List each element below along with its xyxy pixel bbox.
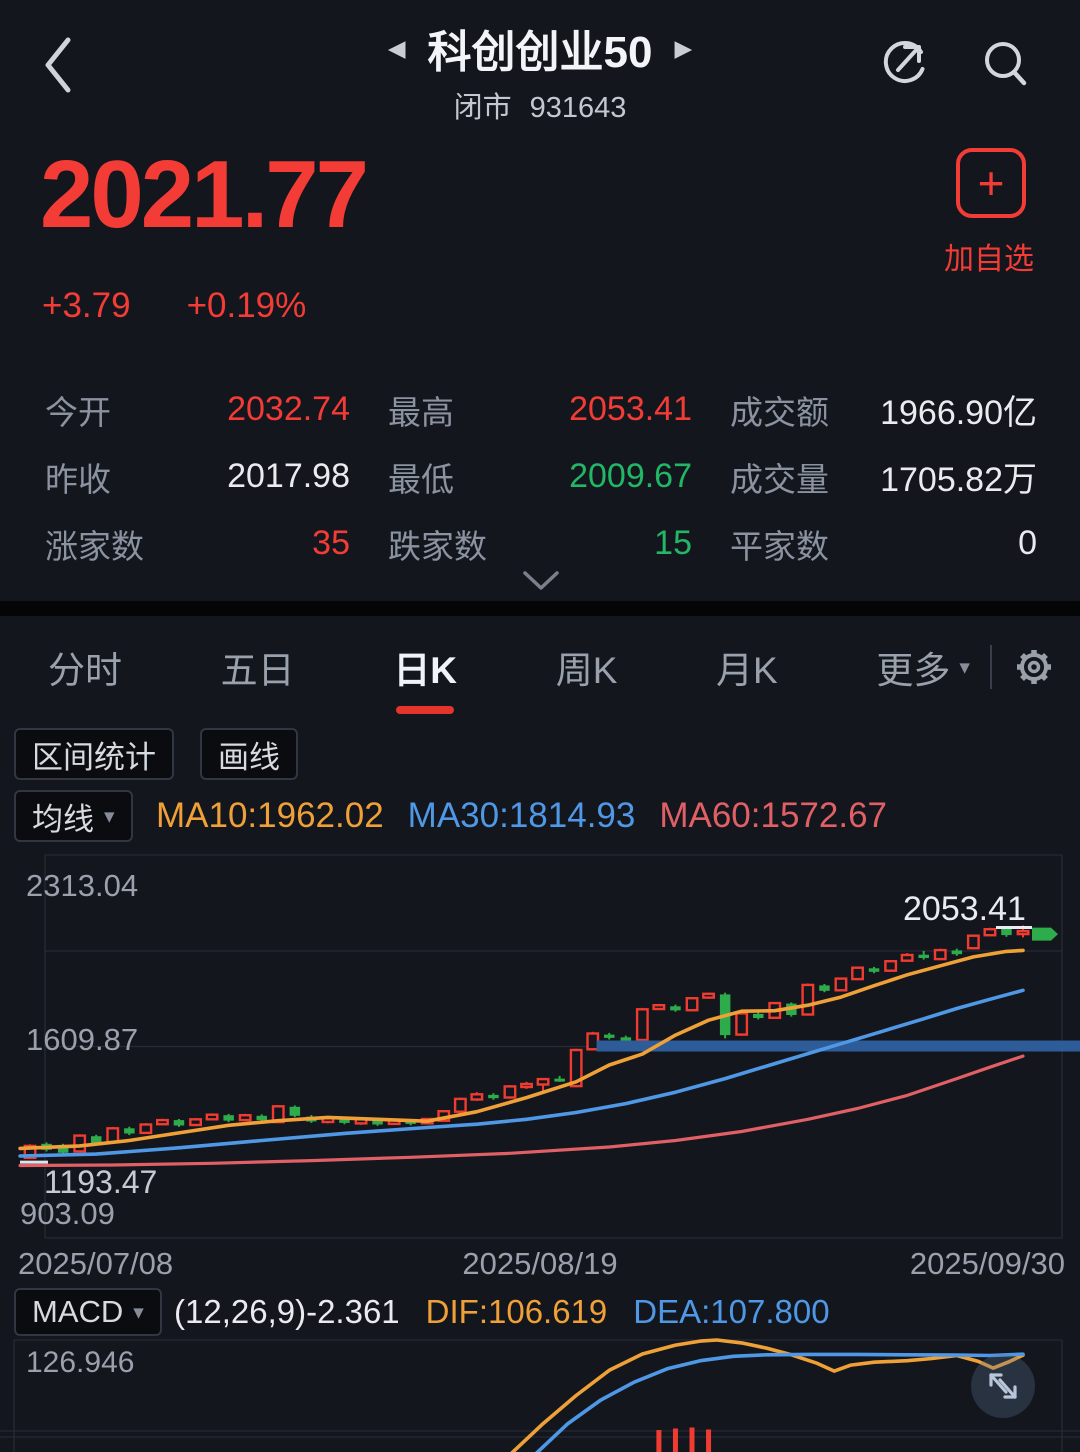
next-index-icon[interactable]: ▶ bbox=[674, 34, 693, 61]
share-icon[interactable] bbox=[874, 34, 932, 92]
search-icon[interactable] bbox=[978, 36, 1034, 92]
stat-cell: 跌家数 15 bbox=[388, 510, 692, 577]
stat-cell: 最高 2053.41 bbox=[388, 376, 692, 443]
active-tab-underline bbox=[396, 706, 455, 714]
y-axis-mid-label: 1609.87 bbox=[26, 1022, 139, 1057]
market-status-row: 闭市 931643 bbox=[0, 84, 1080, 126]
macd-axis-label: 126.946 bbox=[26, 1346, 135, 1379]
ma60-legend: MA60:1572.67 bbox=[659, 796, 888, 835]
stat-cell: 今开 2032.74 bbox=[45, 376, 350, 443]
stat-value: 1966.90亿 bbox=[880, 394, 1037, 432]
add-watchlist-label[interactable]: 加自选 bbox=[944, 243, 1034, 276]
stat-cell: 平家数 0 bbox=[730, 510, 1037, 577]
ma-legend: MA10:1962.02 MA30:1814.93 MA60:1572.67 bbox=[156, 790, 887, 842]
x-label-start: 2025/07/08 bbox=[18, 1246, 174, 1281]
low-marker-label: 1193.47 bbox=[44, 1164, 158, 1200]
section-divider bbox=[0, 601, 1080, 616]
y-axis-top-label: 2313.04 bbox=[26, 868, 139, 903]
stat-value: 35 bbox=[312, 524, 350, 562]
price-change-row: +3.79 +0.19% bbox=[42, 286, 306, 326]
dea-value: DEA:107.800 bbox=[633, 1293, 830, 1330]
tabbar-divider bbox=[990, 645, 992, 689]
tab-more[interactable]: 更多 ▾ bbox=[876, 650, 970, 691]
tab-5day[interactable]: 五日 bbox=[220, 650, 295, 691]
back-icon[interactable] bbox=[40, 34, 76, 96]
prev-index-icon[interactable]: ◀ bbox=[387, 34, 406, 61]
stat-cell: 涨家数 35 bbox=[45, 510, 350, 577]
expand-arrows-icon bbox=[989, 1373, 1017, 1399]
x-axis-labels: 2025/07/08 2025/08/19 2025/09/30 bbox=[0, 1246, 1080, 1282]
stat-label: 涨家数 bbox=[45, 527, 144, 565]
tab-weekly-k[interactable]: 周K bbox=[555, 650, 618, 691]
stat-value: 0 bbox=[1018, 524, 1037, 562]
draw-line-button[interactable]: 画线 bbox=[200, 728, 298, 780]
stat-label: 最低 bbox=[388, 460, 454, 498]
macd-params: (12,26,9)-2.361 bbox=[174, 1293, 400, 1330]
ma30-legend: MA30:1814.93 bbox=[407, 796, 636, 835]
y-axis-bottom-label: 903.09 bbox=[20, 1196, 115, 1231]
stat-label: 成交量 bbox=[730, 460, 829, 498]
stat-value: 2053.41 bbox=[569, 390, 692, 428]
index-code: 931643 bbox=[529, 92, 627, 124]
x-label-end: 2025/09/30 bbox=[909, 1246, 1065, 1281]
macd-legend: (12,26,9)-2.361 DIF:106.619 DEA:107.800 bbox=[174, 1286, 830, 1338]
caret-down-icon: ▾ bbox=[133, 1300, 144, 1324]
market-status: 闭市 bbox=[453, 92, 512, 124]
caret-down-icon: ▾ bbox=[959, 655, 970, 679]
stat-value: 2017.98 bbox=[227, 457, 350, 495]
page-title: 科创创业50 bbox=[427, 28, 653, 77]
stat-value: 2032.74 bbox=[227, 390, 350, 428]
chart-settings-button[interactable] bbox=[1010, 643, 1058, 691]
tab-minute[interactable]: 分时 bbox=[48, 650, 122, 691]
stat-value: 2009.67 bbox=[569, 457, 692, 495]
current-price: 2021.77 bbox=[40, 141, 369, 248]
x-label-mid: 2025/08/19 bbox=[462, 1246, 618, 1281]
price-change-pct: +0.19% bbox=[186, 286, 307, 325]
quote-stats-grid: 今开 2032.74 最高 2053.41 成交额 1966.90亿 昨收 2017.9… bbox=[0, 376, 1080, 577]
macd-selector-button[interactable]: MACD ▾ bbox=[14, 1288, 162, 1336]
header-title-row: ◀ 科创创业50 ▶ bbox=[0, 20, 1080, 77]
price-change: +3.79 bbox=[42, 286, 131, 325]
caret-down-icon: ▾ bbox=[104, 804, 115, 828]
stat-label: 今开 bbox=[45, 393, 111, 431]
chart-tabbar: 分时 五日 日K 周K 月K 更多 ▾ bbox=[0, 616, 1080, 718]
stat-label: 平家数 bbox=[730, 527, 829, 565]
gear-icon bbox=[1017, 650, 1051, 684]
stat-label: 成交额 bbox=[730, 393, 829, 431]
collapse-chevron-icon[interactable] bbox=[522, 570, 560, 592]
ma10-legend: MA10:1962.02 bbox=[156, 796, 384, 835]
stat-label: 跌家数 bbox=[388, 527, 487, 565]
stat-cell: 成交量 1705.82万 bbox=[730, 443, 1037, 510]
stat-label: 昨收 bbox=[45, 460, 111, 498]
stat-cell: 昨收 2017.98 bbox=[45, 443, 350, 510]
tab-daily-k[interactable]: 日K bbox=[393, 620, 457, 714]
plus-icon: + bbox=[977, 157, 1005, 209]
high-marker-label: 2053.41 bbox=[903, 890, 1026, 928]
stat-label: 最高 bbox=[388, 393, 454, 431]
tab-monthly-k[interactable]: 月K bbox=[716, 650, 778, 691]
stat-cell: 成交额 1966.90亿 bbox=[730, 376, 1037, 443]
fullscreen-button[interactable] bbox=[971, 1354, 1035, 1418]
dif-value: DIF:106.619 bbox=[425, 1293, 608, 1330]
add-watchlist-button[interactable]: + bbox=[956, 148, 1026, 218]
ma-selector-button[interactable]: 均线 ▾ bbox=[14, 790, 133, 842]
range-statistics-button[interactable]: 区间统计 bbox=[14, 728, 174, 780]
tab-list: 分时 五日 日K 周K 月K 更多 ▾ bbox=[0, 620, 984, 714]
stat-cell: 最低 2009.67 bbox=[388, 443, 692, 510]
stat-value: 1705.82万 bbox=[880, 461, 1037, 499]
stat-value: 15 bbox=[654, 524, 692, 562]
